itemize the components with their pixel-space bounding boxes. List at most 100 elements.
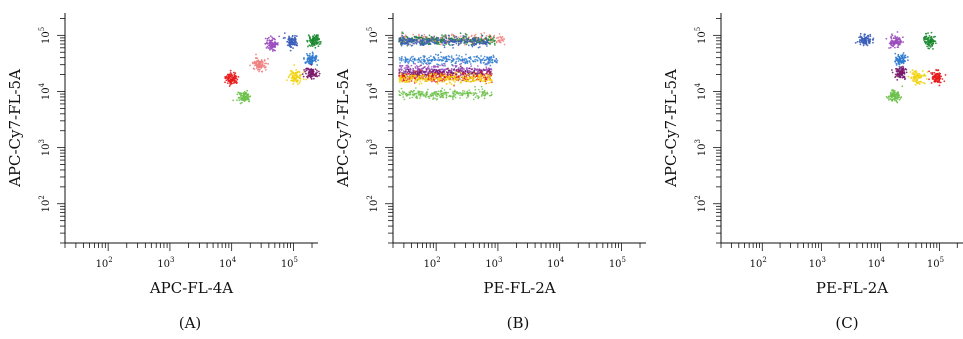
data-point (410, 77, 412, 79)
data-point (452, 47, 454, 49)
data-point (231, 74, 234, 77)
data-point (466, 76, 468, 79)
data-point (291, 43, 294, 46)
data-point (493, 36, 495, 39)
data-point (915, 70, 918, 73)
data-point (406, 36, 409, 39)
data-point (452, 91, 454, 93)
data-point (235, 82, 238, 84)
data-point (434, 58, 436, 61)
data-point (418, 97, 421, 99)
data-point (488, 36, 491, 39)
data-point (479, 91, 481, 93)
data-point (442, 64, 445, 67)
data-point (477, 97, 480, 100)
data-point (902, 57, 905, 60)
data-point (402, 96, 405, 99)
data-point (891, 34, 894, 37)
data-point (452, 98, 454, 101)
data-point (863, 39, 866, 42)
data-point (406, 39, 409, 42)
data-point (896, 98, 899, 100)
data-point (415, 42, 418, 45)
data-point (230, 76, 233, 79)
data-point (437, 37, 440, 39)
y-tick-label: 104 (38, 82, 52, 100)
data-point (487, 41, 490, 44)
data-point (438, 94, 441, 97)
data-point (452, 94, 455, 97)
data-point (411, 71, 413, 74)
data-point (428, 76, 431, 79)
data-point (398, 78, 401, 80)
data-point (918, 81, 921, 83)
data-point (289, 74, 291, 76)
y-axis-label: APC-Cy7-FL-5A (334, 69, 352, 188)
data-point (439, 37, 442, 39)
data-point (407, 66, 410, 68)
data-point (461, 78, 464, 81)
data-point (426, 57, 428, 60)
data-point (922, 81, 925, 84)
data-point (227, 77, 229, 79)
data-point (412, 42, 414, 44)
data-point (422, 63, 425, 65)
x-tick-label: 102 (96, 256, 113, 270)
data-point (446, 68, 449, 70)
data-point (914, 79, 916, 82)
data-point (478, 76, 481, 79)
data-point (454, 77, 456, 79)
data-point (312, 52, 314, 55)
data-point (309, 38, 312, 41)
data-point (484, 42, 487, 45)
data-point (473, 34, 476, 37)
data-point (913, 77, 916, 80)
data-point (420, 93, 422, 96)
data-point (472, 92, 475, 94)
data-point (894, 97, 897, 100)
data-point (423, 55, 426, 57)
data-point (407, 79, 409, 81)
data-point (491, 39, 494, 41)
data-point (449, 88, 451, 91)
data-point (288, 45, 291, 48)
data-point (446, 71, 449, 74)
data-cluster (922, 31, 937, 50)
data-point (896, 72, 899, 75)
data-point (488, 34, 491, 36)
data-point (927, 32, 929, 34)
data-point (481, 91, 484, 93)
data-point (455, 54, 458, 56)
data-point (238, 99, 241, 102)
data-point (489, 42, 491, 45)
data-point (415, 79, 418, 82)
data-point (256, 57, 259, 60)
data-point (491, 59, 494, 61)
data-point (489, 81, 492, 84)
data-point (417, 75, 420, 78)
data-point (437, 57, 440, 59)
data-point (438, 39, 441, 41)
data-point (477, 65, 479, 67)
data-point (927, 43, 930, 46)
data-point (440, 90, 443, 93)
data-point (266, 41, 268, 44)
data-point (931, 45, 933, 47)
data-point (486, 56, 489, 59)
data-point (445, 41, 448, 44)
data-point (302, 78, 305, 81)
data-point (413, 58, 416, 60)
data-point (442, 75, 444, 78)
data-point (457, 69, 460, 71)
data-point (314, 68, 317, 71)
data-point (422, 40, 425, 42)
data-point (429, 43, 432, 46)
data-point (445, 35, 447, 38)
data-point (479, 38, 482, 41)
data-point (449, 38, 451, 40)
data-point (259, 64, 261, 67)
data-point (924, 38, 927, 41)
data-point (427, 88, 429, 91)
data-point (452, 92, 454, 95)
data-point (433, 77, 435, 80)
